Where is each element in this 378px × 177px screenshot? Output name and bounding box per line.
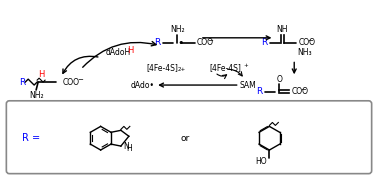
Text: [4Fe-4S]: [4Fe-4S]: [146, 63, 178, 72]
Text: •: •: [178, 38, 184, 48]
Text: COO: COO: [197, 38, 214, 47]
FancyBboxPatch shape: [6, 101, 372, 174]
Text: N: N: [123, 142, 129, 151]
Text: or: or: [180, 134, 190, 143]
Text: H: H: [126, 144, 132, 153]
Text: [4Fe-4S]: [4Fe-4S]: [210, 63, 242, 72]
Text: −: −: [77, 77, 83, 83]
Text: HO: HO: [256, 157, 267, 166]
Text: COO: COO: [291, 87, 308, 96]
Text: −: −: [207, 38, 213, 44]
Text: O: O: [276, 75, 282, 84]
Text: R: R: [19, 78, 25, 87]
Text: R: R: [154, 38, 160, 47]
Text: NH₃: NH₃: [297, 48, 311, 57]
Text: R =: R =: [22, 133, 40, 143]
Text: dAdo•: dAdo•: [130, 81, 155, 90]
Text: COO: COO: [63, 78, 80, 87]
Text: SAM: SAM: [240, 81, 256, 90]
Text: NH: NH: [277, 25, 288, 35]
Text: H: H: [127, 46, 133, 55]
Text: −: −: [300, 87, 306, 93]
Text: NH₂: NH₂: [29, 91, 43, 100]
Text: +: +: [243, 63, 248, 68]
Text: 2+: 2+: [178, 67, 186, 72]
Text: NH₂: NH₂: [170, 25, 184, 35]
Text: dAdoH: dAdoH: [105, 48, 131, 57]
Text: −: −: [307, 38, 313, 44]
Text: COO: COO: [298, 38, 315, 47]
Text: R: R: [256, 87, 263, 96]
Text: H: H: [38, 70, 44, 79]
Text: R: R: [261, 38, 268, 47]
